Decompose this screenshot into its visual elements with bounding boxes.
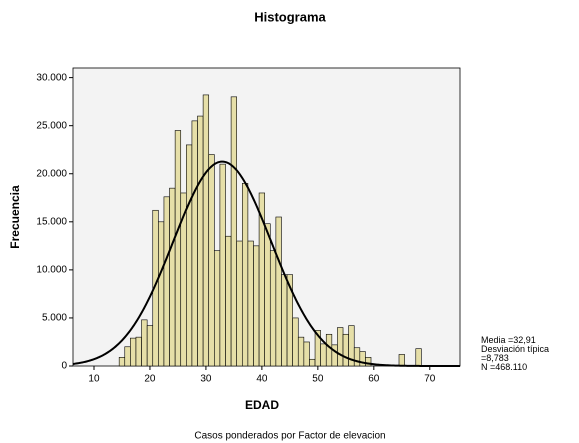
y-tick-label: 25.000 (36, 120, 67, 131)
stats-label: Media =32,91 (481, 335, 536, 345)
bar (264, 223, 271, 367)
bar (281, 274, 288, 367)
bar (325, 333, 333, 367)
bar (118, 357, 126, 367)
bar (303, 341, 310, 367)
bar (337, 327, 344, 367)
y-tick-label: 10.000 (36, 265, 67, 276)
bar (214, 250, 221, 367)
bar (236, 240, 243, 367)
y-tick-label: 20.000 (36, 168, 67, 179)
bar (163, 196, 170, 367)
bar (208, 154, 215, 367)
bar (398, 354, 405, 367)
stats-label: Desviación típica =8,783 (481, 344, 550, 363)
stats-box: Media =32,91 Desviación típica =8,783 N =4… (481, 336, 577, 372)
bar (415, 348, 422, 367)
bar (146, 325, 154, 367)
normal-curve (72, 160, 460, 367)
bar (191, 120, 198, 367)
chart-title: Histograma (254, 9, 326, 24)
x-axis-label: EDAD (245, 398, 279, 412)
bar (297, 336, 305, 367)
bar (275, 216, 282, 367)
bar (197, 115, 204, 367)
bar (186, 144, 193, 367)
bar (331, 344, 338, 367)
bar (230, 96, 237, 367)
y-tick-label: 15.000 (36, 216, 67, 227)
bar (158, 221, 165, 367)
bar (225, 235, 232, 367)
bar (219, 163, 226, 367)
y-tick-label: 5.000 (42, 313, 67, 324)
y-tick-label: 30.000 (36, 72, 67, 83)
bar (292, 317, 299, 367)
x-tick-label: 50 (312, 374, 324, 385)
bar (365, 357, 372, 367)
x-tick-label: 70 (424, 374, 436, 385)
bar (247, 240, 254, 367)
bar (202, 94, 210, 367)
bar (241, 183, 249, 367)
bar (141, 319, 148, 367)
bar (130, 337, 137, 367)
stats-label: N =468.110 (481, 362, 528, 372)
x-tick-label: 30 (200, 374, 212, 385)
bar (353, 347, 361, 367)
bar (124, 346, 131, 367)
bar (253, 245, 260, 367)
x-tick-label: 40 (256, 374, 268, 385)
x-tick-label: 20 (144, 374, 156, 385)
bar (135, 336, 142, 367)
bar (174, 130, 182, 367)
bar (269, 250, 277, 367)
x-tick-label: 10 (88, 374, 100, 385)
bar (169, 187, 176, 367)
x-tick-label: 60 (368, 374, 380, 385)
footnote: Casos ponderados por Factor de elevacion (194, 431, 385, 442)
bar (309, 358, 316, 367)
y-axis-label: Frecuencia (8, 185, 22, 249)
bar (348, 325, 355, 367)
y-tick-label: 0 (61, 361, 67, 372)
bar (342, 333, 349, 367)
bar (320, 343, 327, 367)
